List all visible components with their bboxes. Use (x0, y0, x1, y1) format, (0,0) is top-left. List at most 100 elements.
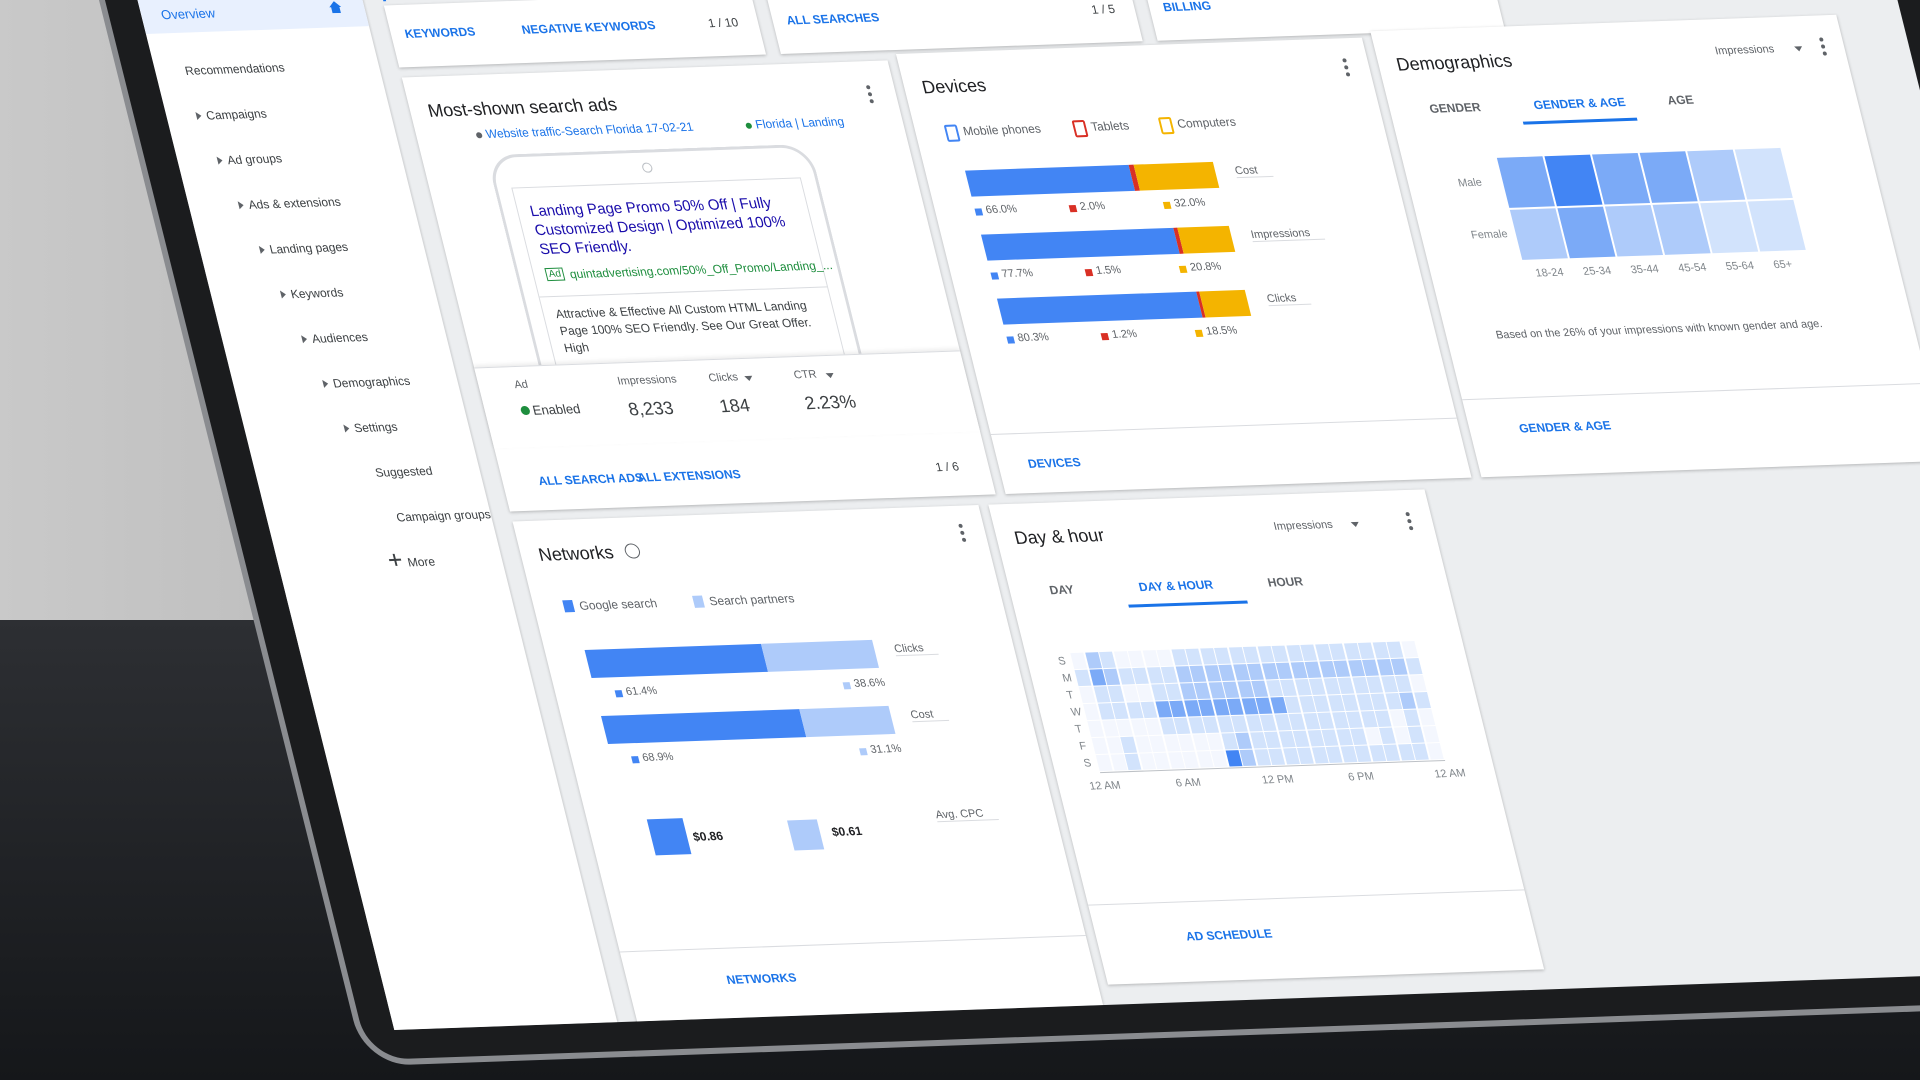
heat-cell (1400, 641, 1418, 657)
tab[interactable]: GENDER (1427, 100, 1483, 116)
campaign-link[interactable]: Website traffic-Search Florida 17-02-21 (484, 119, 695, 141)
device-bar (965, 164, 1136, 197)
value-label: 80.3% (1016, 331, 1051, 345)
value-label: 61.4% (624, 684, 659, 698)
hour-label: 6 PM (1346, 770, 1376, 784)
metric-select[interactable]: Clicks (892, 641, 940, 657)
ad-description: Attractive & Effective All Custom HTML L… (554, 298, 813, 356)
nav-item[interactable]: Suggested (373, 463, 435, 480)
more-menu[interactable] (1342, 58, 1348, 63)
day-label: W (1069, 706, 1083, 719)
legend-swatch (631, 756, 640, 764)
nav-item[interactable]: Landing pages (267, 239, 350, 257)
legend-icon (1157, 116, 1175, 135)
nav-item[interactable]: Campaign groups (394, 507, 493, 525)
nav-item[interactable]: Demographics (331, 373, 412, 391)
device-bar (980, 227, 1181, 261)
metric-select[interactable]: Cost (909, 707, 949, 723)
note: Based on the 26% of your impressions wit… (1494, 317, 1824, 342)
metric-select[interactable]: Avg. CPC (934, 807, 1000, 823)
value-label: 2.0% (1078, 200, 1107, 213)
expand-arrow (195, 111, 203, 120)
legend-swatch (1068, 205, 1078, 213)
nav-item[interactable]: Ads & extensions (246, 194, 343, 212)
filter-icon (374, 0, 391, 2)
metric-select[interactable]: Impressions (1272, 518, 1335, 533)
tab[interactable]: DAY (1047, 582, 1076, 598)
heat-cell (1426, 743, 1444, 759)
device-bar (1198, 289, 1252, 318)
nav-item[interactable]: Recommendations (183, 60, 287, 78)
phone-screen: Landing Page Promo 50% Off | Fully Custo… (511, 177, 849, 380)
value-label: 18.5% (1204, 324, 1239, 338)
metric-select[interactable]: Impressions (1713, 43, 1776, 58)
tab[interactable]: HOUR (1265, 574, 1305, 590)
tab-link[interactable]: NEGATIVE KEYWORDS (520, 18, 657, 37)
tab-link[interactable]: BILLING (1161, 0, 1213, 15)
legend-swatch (1100, 333, 1110, 341)
tab-link[interactable]: KEYWORDS (403, 24, 477, 41)
nav-item[interactable]: Audiences (310, 329, 370, 346)
column-header: Impressions (616, 373, 678, 388)
nav-item[interactable]: Keywords (289, 285, 345, 302)
divider (539, 286, 828, 298)
footer-link[interactable]: ALL EXTENSIONS (635, 467, 743, 485)
day-label: T (1065, 689, 1076, 702)
legend-label: Tablets (1089, 118, 1131, 134)
expand-arrow (258, 245, 266, 254)
value-label: 1.2% (1110, 328, 1139, 341)
dropdown-caret (825, 372, 835, 379)
metric-select[interactable]: Clicks (1265, 291, 1312, 307)
nav-item[interactable]: Settings (352, 419, 399, 436)
nav-item[interactable]: Ad groups (225, 151, 284, 168)
ad-url: quintadvertising.com/50%_Off_Promo/Landi… (568, 258, 834, 282)
ad-headline: Landing Page Promo 50% Off | Fully Custo… (528, 194, 788, 259)
value-label: 38.6% (852, 676, 887, 690)
value-label: 68.9% (640, 750, 675, 764)
tab-link[interactable]: ALL SEARCHES (784, 10, 881, 28)
legend-icon (943, 124, 961, 142)
heat-cell (1422, 726, 1439, 742)
expand-arrow (301, 335, 309, 344)
heat-cell (1413, 692, 1431, 708)
status-dot (475, 132, 483, 139)
pager: 1 / 10 (706, 15, 740, 31)
tab[interactable]: GENDER & AGE (1531, 94, 1627, 113)
dropdown-caret (1350, 521, 1360, 528)
tab[interactable]: AGE (1665, 92, 1696, 108)
expand-arrow (322, 379, 330, 388)
pager: 1 / 6 (933, 459, 961, 475)
footer-link[interactable]: GENDER & AGE (1517, 418, 1613, 436)
day-label: T (1073, 723, 1084, 736)
more-menu[interactable] (1818, 37, 1824, 42)
nav-item[interactable]: Campaigns (204, 106, 269, 123)
tab-indicator (1128, 600, 1248, 608)
more-menu[interactable] (865, 85, 871, 90)
footer-link[interactable]: NETWORKS (725, 970, 798, 987)
more-menu[interactable] (958, 523, 964, 528)
nav-item[interactable]: Overview (159, 5, 217, 23)
metric-select[interactable]: Impressions (1249, 226, 1326, 243)
value-label: 31.1% (868, 742, 903, 756)
column-header: Ad (513, 378, 530, 392)
footer-divider (1462, 382, 1920, 401)
phone-mockup: Landing Page Promo 50% Off | Fully Custo… (486, 143, 865, 380)
phone-camera (641, 162, 654, 173)
device-bar (1177, 225, 1236, 254)
row-label: Male (1456, 176, 1484, 190)
top-card: ALL SEARCHES 1 / 5 (765, 0, 1143, 54)
legend-swatch (562, 600, 576, 613)
ad-group-link[interactable]: Florida | Landing (753, 114, 846, 132)
value-label: 66.0% (984, 203, 1019, 217)
tab[interactable]: DAY & HOUR (1137, 577, 1215, 595)
value-label: $0.86 (691, 828, 725, 844)
metric-select[interactable]: Cost (1233, 163, 1274, 179)
footer-link[interactable]: ALL SEARCH ADS (536, 470, 645, 489)
nav-item[interactable]: More (405, 554, 437, 570)
footer-link[interactable]: DEVICES (1026, 455, 1083, 471)
more-menu[interactable] (1405, 512, 1411, 517)
footer-link[interactable]: AD SCHEDULE (1184, 926, 1274, 944)
tab-indicator (1522, 117, 1638, 125)
legend-swatch (974, 208, 984, 216)
network-bar (601, 709, 807, 745)
